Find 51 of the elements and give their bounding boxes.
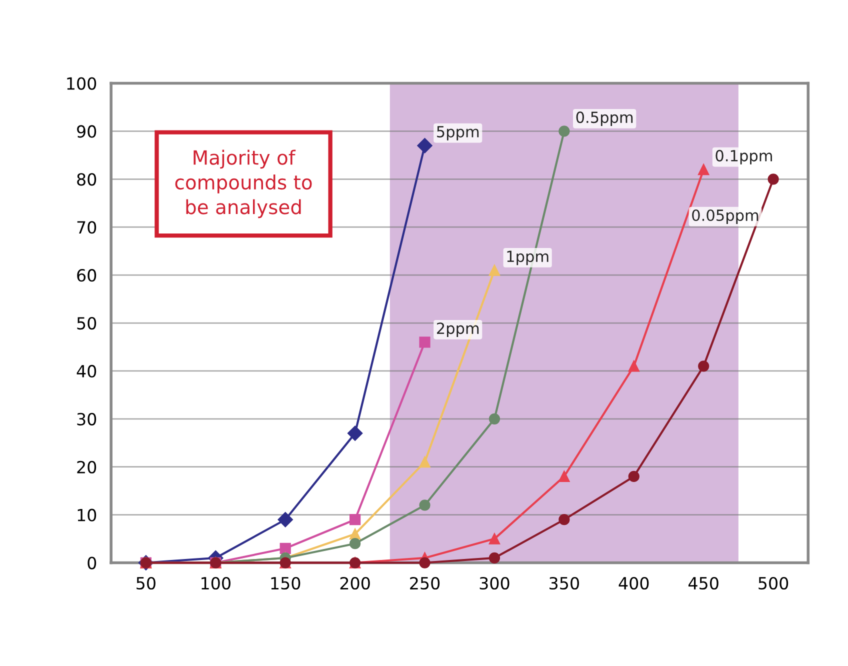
point [628,470,640,482]
y-tick-label: 20 [77,460,96,474]
series-label: 5ppm [437,126,479,140]
point [350,514,361,526]
point [350,528,361,540]
y-tick-label: 90 [77,125,96,138]
y-tick-label: 30 [77,412,96,426]
point [280,542,291,554]
series-label: 0.05ppm [692,209,758,224]
series-label: 0.1ppm [716,150,772,164]
series-label: 1ppm [507,250,548,266]
x-tick-label: 250 [410,576,440,590]
point [698,164,710,176]
y-tick-label: 60 [77,269,96,282]
point [558,126,570,137]
point [488,533,500,544]
point [558,470,570,482]
point [419,557,430,568]
x-tick-label: 100 [202,576,230,590]
point [488,552,500,564]
point [488,413,500,424]
point [347,426,363,441]
x-tick-label: 300 [480,576,510,590]
series-label: 0.5ppm [576,112,633,126]
point [419,500,430,511]
point [768,174,779,185]
y-tick-label: 40 [76,364,96,378]
y-tick-label: 10 [78,508,96,522]
point [558,514,570,526]
y-tick-label: 80 [77,173,96,186]
x-tick-label: 150 [271,576,300,590]
x-tick-label: 500 [758,576,788,590]
point [419,336,430,348]
annotation: Majority of compounds to be analysed [175,150,312,218]
point [419,456,430,468]
x-tick-label: 350 [550,576,579,590]
y-tick-label: 50 [77,316,96,330]
x-tick-label: 400 [618,576,649,590]
x-tick-label: 50 [136,576,156,590]
x-tick-label: 450 [688,576,718,590]
point [488,264,500,276]
y-tick-label: 0 [88,556,96,570]
series-label: 2ppm [436,322,479,338]
point [278,512,293,528]
y-tick-label: 70 [77,221,96,234]
x-tick-label: 200 [340,576,370,590]
point [417,138,432,154]
point [698,360,710,372]
point [350,538,361,550]
point [628,360,640,372]
y-tick-label: 100 [67,77,96,90]
